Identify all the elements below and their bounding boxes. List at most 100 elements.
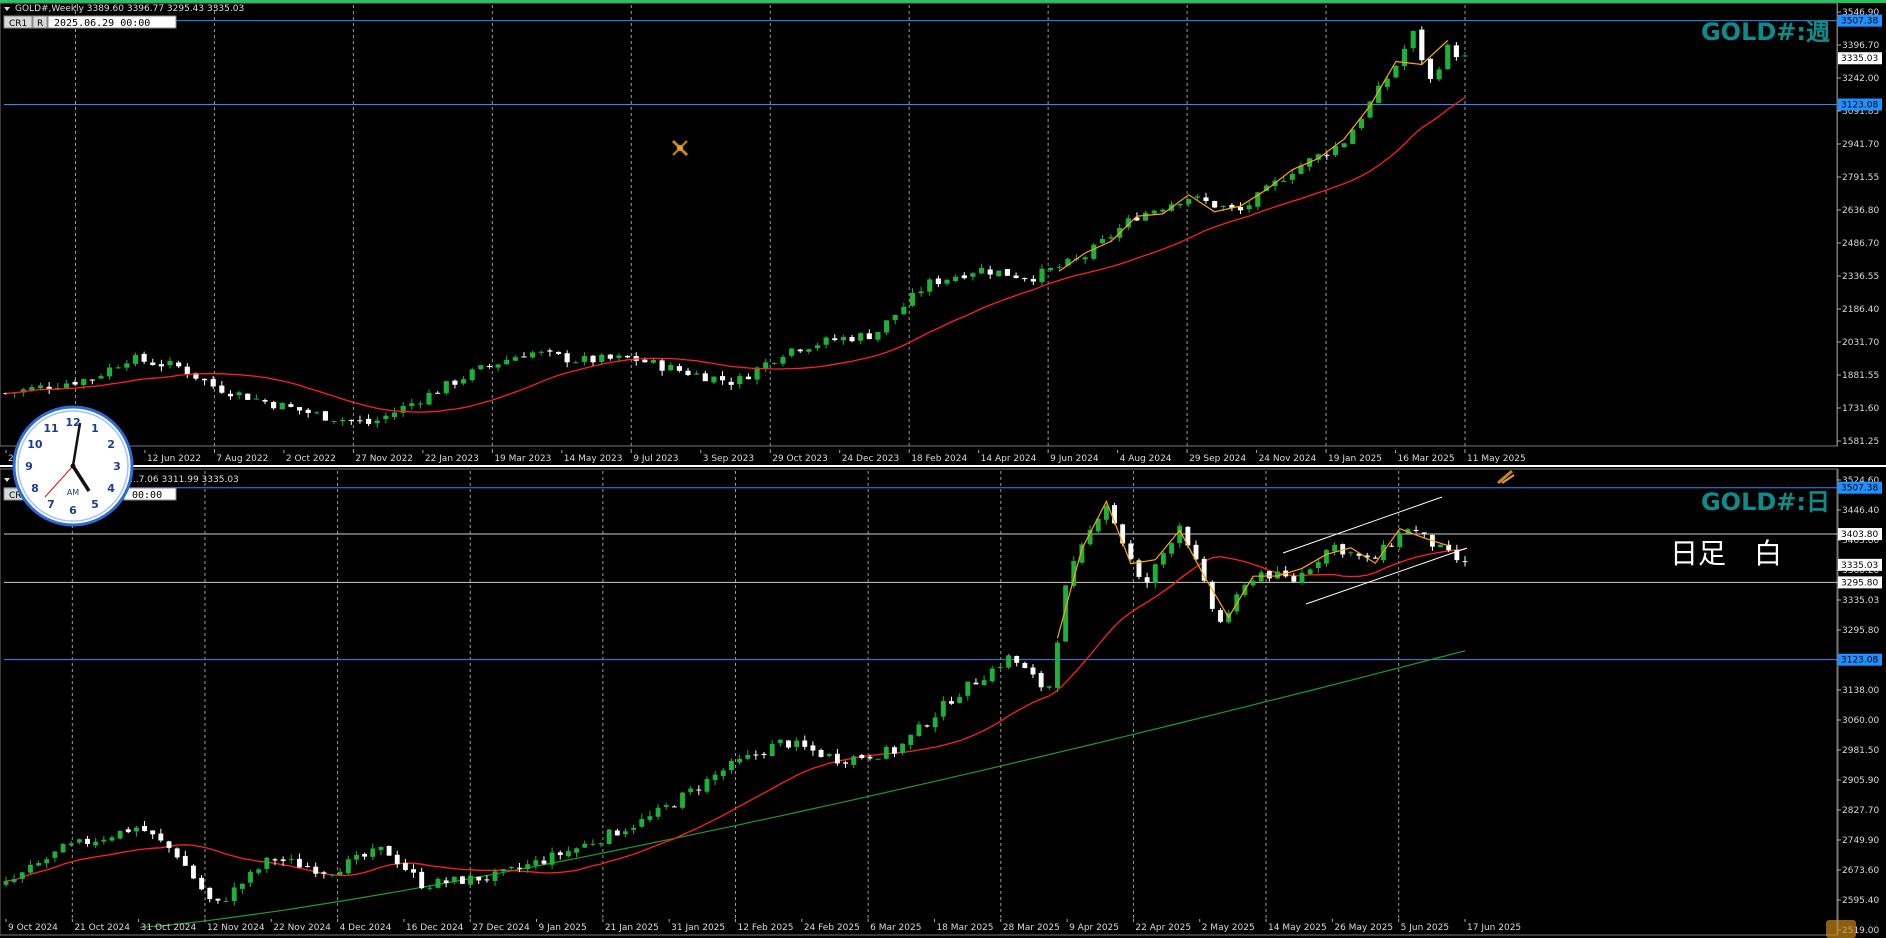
- candle-body: [655, 807, 661, 817]
- candle-body: [85, 838, 90, 844]
- candle-body: [435, 878, 441, 888]
- candle-body: [1281, 180, 1287, 182]
- candle-body: [443, 381, 449, 394]
- y-tick-label: 3368.20: [1842, 566, 1879, 576]
- candle-body: [1038, 672, 1044, 688]
- candle-body: [538, 351, 544, 353]
- pencil-icon[interactable]: [671, 139, 689, 157]
- candle-body: [961, 275, 967, 279]
- candle-body: [704, 779, 710, 792]
- candle-body: [469, 369, 475, 381]
- clock-numeral: 11: [43, 422, 58, 435]
- candle-body: [167, 361, 173, 366]
- daily-crosshair-time: 00:00: [132, 490, 162, 501]
- candle-body: [694, 373, 700, 375]
- candle-body: [685, 370, 691, 376]
- candle-body: [1250, 580, 1256, 586]
- candle-body: [1367, 101, 1373, 118]
- candle-body: [1177, 525, 1183, 544]
- candle-body: [28, 864, 33, 873]
- x-tick-label: 28 Mar 2025: [1003, 923, 1060, 933]
- candle-body: [1065, 258, 1071, 266]
- y-tick-label: 3546.90: [1842, 8, 1879, 18]
- candle-body: [256, 869, 262, 873]
- daily-cr-label[interactable]: CR: [9, 491, 22, 501]
- candle-body: [484, 879, 490, 881]
- candle-body: [305, 409, 311, 413]
- candle-body: [1340, 544, 1346, 555]
- candle-body: [659, 360, 665, 371]
- candle-body: [46, 386, 52, 389]
- y-tick-label: 2636.80: [1842, 206, 1879, 216]
- candle-body: [296, 407, 303, 411]
- candle-body: [900, 743, 906, 754]
- candle-body: [521, 356, 527, 358]
- candle-body: [598, 843, 604, 845]
- candle-body: [1112, 505, 1117, 524]
- candle-body: [932, 717, 938, 728]
- price-tag-label: 3335.03: [1841, 54, 1878, 64]
- candle-body: [427, 887, 433, 889]
- candle-body: [348, 419, 354, 421]
- candle-body: [1014, 655, 1020, 663]
- candle-body: [253, 398, 259, 400]
- candle-body: [745, 376, 752, 380]
- candle-body: [199, 877, 205, 890]
- y-tick-label: 3335.03: [1842, 596, 1879, 606]
- candle-body: [1350, 129, 1356, 145]
- candle-body: [1462, 55, 1468, 57]
- candle-body: [663, 805, 669, 807]
- x-tick-label: 24 Nov 2024: [1259, 454, 1317, 464]
- x-tick-label: 9 Jan 2025: [539, 923, 587, 933]
- candle-body: [182, 856, 188, 866]
- weekly-zigzag-line: [1058, 40, 1449, 272]
- x-tick-label: 12 Feb 2025: [738, 923, 794, 933]
- candle-body: [158, 833, 164, 841]
- daily-long-moving-average-line: [139, 650, 1466, 928]
- x-tick-label: 29 Oct 2023: [772, 454, 828, 464]
- weekly-cr-label[interactable]: CR1: [9, 19, 27, 29]
- candle-body: [676, 366, 682, 371]
- candle-body: [981, 680, 987, 686]
- candle-body: [508, 866, 514, 869]
- candle-body: [547, 350, 553, 352]
- candle-body: [696, 789, 702, 791]
- candle-body: [76, 839, 82, 843]
- x-tick-label: 4 Aug 2024: [1120, 454, 1172, 464]
- x-tick-label: 14 May 2025: [1268, 923, 1327, 933]
- candle-body: [1341, 143, 1347, 148]
- candle-body: [272, 859, 278, 861]
- weekly-crosshair-time: 2025.06.29 00:00: [54, 18, 150, 29]
- candle-body: [728, 760, 734, 771]
- weekly-r-label[interactable]: R: [37, 19, 43, 29]
- candle-body: [63, 383, 70, 388]
- candle-body: [525, 864, 531, 870]
- candle-body: [280, 859, 286, 861]
- weekly-chart-panel[interactable]: 3546.90 3396.70 3242.00 3091.85 2941.70 2791.…: [0, 2, 1886, 464]
- candle-body: [329, 874, 335, 876]
- price-tag-label: 3335.03: [1841, 561, 1878, 571]
- candle-body: [745, 754, 751, 759]
- candle-body: [582, 843, 588, 848]
- candle-body: [989, 668, 995, 682]
- price-tag: [1838, 558, 1882, 571]
- candle-body: [1177, 203, 1183, 206]
- candle-body: [1194, 196, 1200, 198]
- candle-body: [616, 355, 622, 358]
- candle-body: [1229, 204, 1235, 208]
- candle-body: [1453, 45, 1459, 58]
- candle-body: [702, 373, 708, 382]
- candle-body: [806, 349, 812, 352]
- candle-body: [1160, 553, 1166, 565]
- y-tick-label: 3295.80: [1842, 626, 1879, 636]
- daily-chart-panel[interactable]: 3524.603446.403403.803368.203335.033295.…: [0, 468, 1882, 936]
- clock-numeral: 2: [107, 438, 115, 451]
- y-tick-label: 1731.60: [1842, 404, 1879, 414]
- price-tag: [1838, 52, 1882, 65]
- candle-body: [1246, 205, 1252, 210]
- pencil-icon[interactable]: [1497, 469, 1515, 485]
- candle-body: [786, 740, 791, 748]
- candle-body: [728, 381, 734, 385]
